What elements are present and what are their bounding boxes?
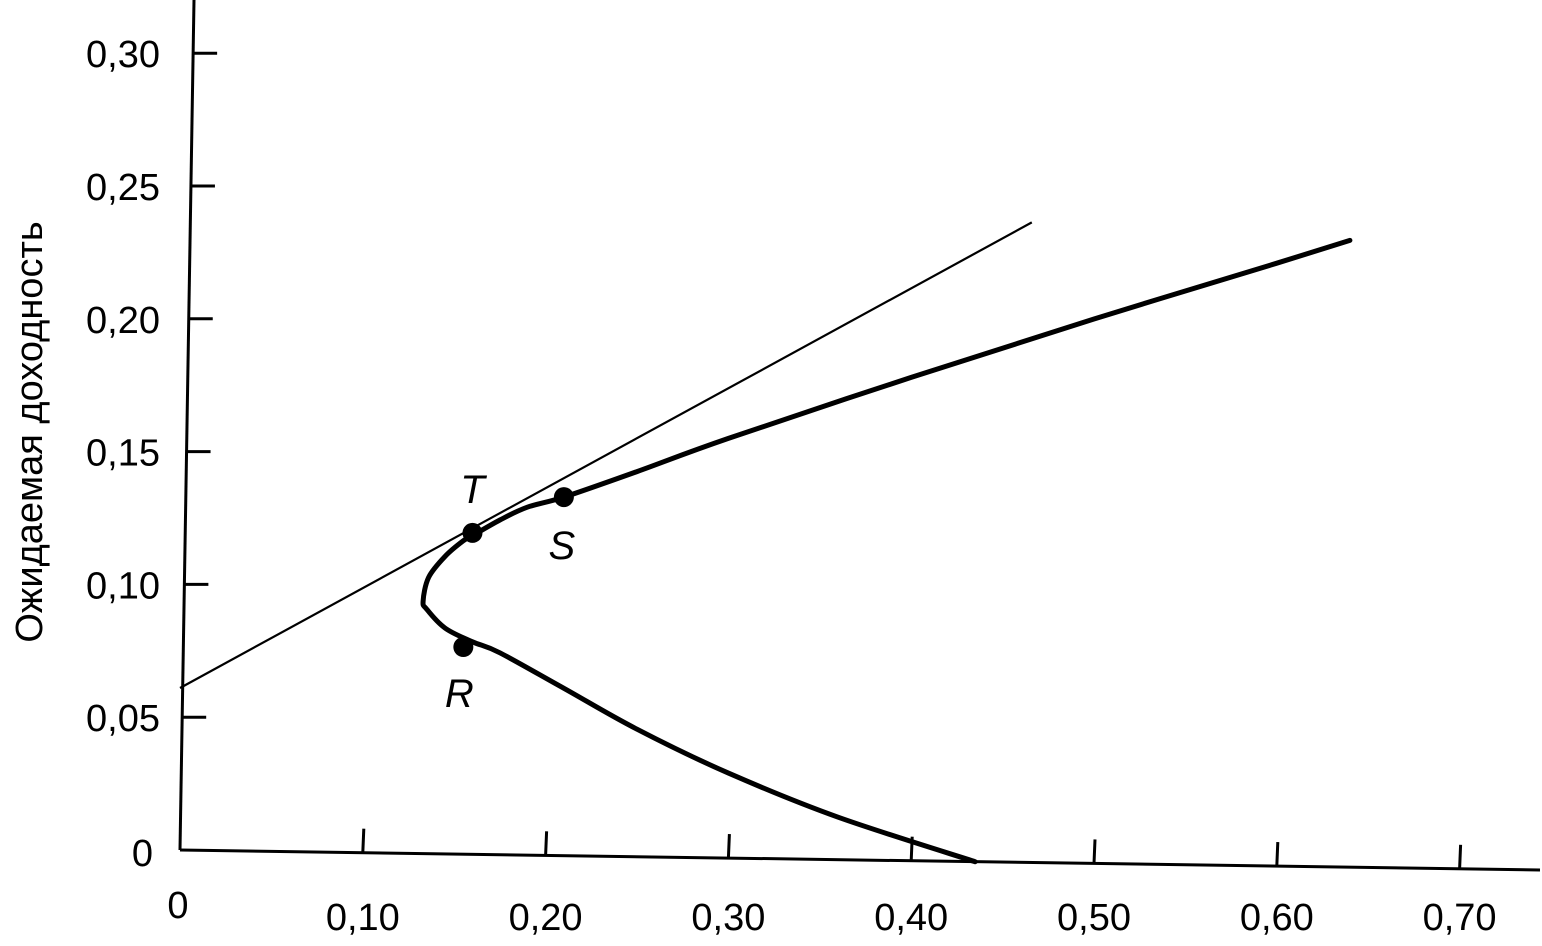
x-tick-label: 0,20 — [509, 897, 583, 939]
y-axis-title: Ожидаемая доходность — [9, 221, 51, 642]
x-tick-label: 0 — [167, 885, 188, 927]
y-tick-label: 0,05 — [86, 698, 160, 740]
y-axis-line — [178, 0, 196, 851]
x-tick-label: 0,70 — [1423, 897, 1497, 939]
y-tick-label: 0,20 — [86, 300, 160, 342]
x-tick-label: 0,40 — [874, 897, 948, 939]
x-tick — [726, 833, 731, 859]
efficient-frontier-curve — [420, 237, 1353, 865]
y-tick-label: 0 — [132, 833, 153, 875]
point-label-s: S — [549, 524, 576, 568]
point-t — [462, 522, 483, 543]
x-tick-label: 0,50 — [1057, 897, 1131, 939]
points-layer: T S R — [445, 468, 576, 716]
point-s — [553, 487, 574, 508]
point-r — [453, 636, 474, 657]
series-layer — [179, 221, 1353, 865]
point-label-t: T — [460, 468, 487, 512]
x-tick — [1092, 839, 1097, 864]
y-tick-label: 0,25 — [86, 167, 160, 209]
y-tick-label: 0,15 — [86, 433, 160, 475]
x-tick — [544, 831, 549, 856]
capital-market-line — [179, 221, 1033, 689]
x-tick — [361, 828, 366, 853]
x-tick-label: 0,10 — [326, 897, 400, 939]
x-tick — [1458, 844, 1463, 869]
x-axis-line — [179, 848, 1541, 872]
x-tick-label: 0,60 — [1240, 897, 1314, 939]
x-tick — [1275, 842, 1280, 867]
x-tick-label: 0,30 — [691, 897, 765, 939]
point-label-r: R — [445, 672, 474, 716]
y-ticks: 0 0,05 0,10 0,15 0,20 0,25 0,30 — [86, 34, 218, 875]
y-tick-label: 0,10 — [86, 565, 160, 607]
y-tick-label: 0,30 — [86, 34, 160, 76]
x-ticks: 0 0,10 0,20 0,30 0,40 0,50 0,60 0,70 — [167, 828, 1497, 939]
